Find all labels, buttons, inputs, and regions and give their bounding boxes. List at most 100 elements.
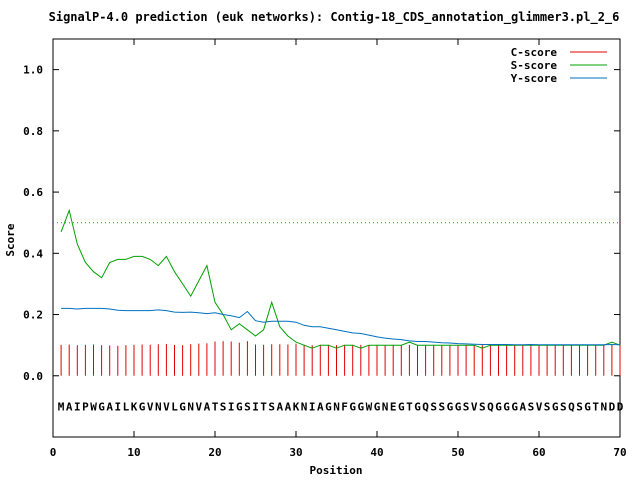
plot-area — [52, 38, 621, 438]
x-tick-label: 70 — [613, 446, 626, 459]
sequence-letter: L — [171, 400, 178, 413]
sequence-letter: S — [528, 400, 535, 413]
sequence-letter: W — [90, 400, 97, 413]
sequence-letter: S — [220, 400, 227, 413]
sequence-letter: V — [163, 400, 170, 413]
sequence-letter: Q — [422, 400, 429, 413]
sequence-letter: G — [447, 400, 454, 413]
x-tick-label: 40 — [370, 446, 383, 459]
sequence-letter: S — [544, 400, 551, 413]
sequence-letter: V — [147, 400, 154, 413]
sequence-letter: N — [155, 400, 162, 413]
legend-label-s-score: S-score — [511, 59, 558, 72]
x-tick-label: 20 — [208, 446, 221, 459]
sequence-letter: T — [212, 400, 219, 413]
sequence-letter: K — [131, 400, 138, 413]
ticks-layer: 0 10 20 30 40 50 60 70 0.0 0.2 0.4 0.6 0.8 1.0 — [23, 39, 627, 459]
x-tick-label: 0 — [50, 446, 57, 459]
sequence-letter: S — [438, 400, 445, 413]
sequence-letter: A — [276, 400, 283, 413]
sequence-letter: G — [455, 400, 462, 413]
c-score-impulses — [60, 341, 621, 376]
sequence-letter: G — [179, 400, 186, 413]
x-tick-label: 60 — [532, 446, 545, 459]
sequence-letter: S — [560, 400, 567, 413]
sequence-letter: A — [317, 400, 324, 413]
y-tick-label: 0.8 — [23, 125, 43, 138]
sequence-letter: S — [479, 400, 486, 413]
sequence-letter: G — [325, 400, 332, 413]
sequence-letter: K — [293, 400, 300, 413]
sequence-letter: N — [187, 400, 194, 413]
sequence-letter: T — [260, 400, 267, 413]
sequence-letter: E — [390, 400, 397, 413]
sequence-letter: G — [552, 400, 559, 413]
sequence-letter: A — [204, 400, 211, 413]
plot-frame — [52, 38, 621, 438]
sequence-letter: N — [333, 400, 340, 413]
legend-label-c-score: C-score — [511, 46, 558, 59]
sequence-letter: P — [82, 400, 89, 413]
s-score-line — [60, 208, 621, 349]
sequence-letter: N — [600, 400, 607, 413]
y-tick-label: 0.4 — [23, 247, 43, 260]
sequence-letter: Q — [568, 400, 575, 413]
sequence-letter: G — [349, 400, 356, 413]
y-tick-label: 0.0 — [23, 370, 43, 383]
sequence-letter: G — [584, 400, 591, 413]
sequence-letter: A — [106, 400, 113, 413]
sequence-letter: S — [244, 400, 251, 413]
sequence-letter: S — [430, 400, 437, 413]
sequence-letter: S — [576, 400, 583, 413]
sequence-letter: F — [341, 400, 348, 413]
sequence-letter: T — [592, 400, 599, 413]
x-tick-label: 50 — [451, 446, 464, 459]
sequence-letter: G — [357, 400, 364, 413]
sequence-letter: Q — [487, 400, 494, 413]
sequence-letter: G — [495, 400, 502, 413]
sequence-letter: V — [195, 400, 202, 413]
sequence-letter: G — [236, 400, 243, 413]
y-score-line — [61, 307, 621, 346]
x-axis-label: Position — [310, 464, 363, 477]
sequence-letter: M — [58, 400, 65, 413]
sequence-letter: I — [309, 400, 316, 413]
sequence-letter: G — [98, 400, 105, 413]
sequence-letter: I — [228, 400, 235, 413]
sequence-letter: A — [285, 400, 292, 413]
sequence-letter: D — [609, 400, 616, 413]
sequence-letter: G — [398, 400, 405, 413]
sequence-letter: A — [519, 400, 526, 413]
sequence-letter: D — [617, 400, 624, 413]
sequence-letter: G — [139, 400, 146, 413]
sequence-letter: N — [301, 400, 308, 413]
sequence-letter: T — [406, 400, 413, 413]
sequence-letter: I — [114, 400, 121, 413]
score-lines — [60, 208, 621, 349]
sequence-letter: V — [536, 400, 543, 413]
chart-title: SignalP-4.0 prediction (euk networks): C… — [49, 10, 620, 25]
sequence-letter: N — [382, 400, 389, 413]
legend-label-y-score: Y-score — [511, 72, 558, 85]
y-tick-label: 0.6 — [23, 186, 43, 199]
y-tick-label: 1.0 — [23, 64, 43, 77]
sequence-letter: W — [366, 400, 373, 413]
y-tick-label: 0.2 — [23, 309, 43, 322]
sequence-letter: S — [463, 400, 470, 413]
x-tick-label: 10 — [127, 446, 140, 459]
sequence-letter: I — [74, 400, 81, 413]
sequence-letter: G — [503, 400, 510, 413]
sequence-letter: A — [66, 400, 73, 413]
sequence-letter: S — [268, 400, 275, 413]
sequence-letter: G — [374, 400, 381, 413]
sequence-letter: I — [252, 400, 259, 413]
sequence-letter: L — [123, 400, 130, 413]
sequence-letter: G — [414, 400, 421, 413]
x-tick-label: 30 — [289, 446, 302, 459]
y-axis-label: Score — [4, 223, 17, 256]
sequence-letter: G — [511, 400, 518, 413]
sequence-letter: V — [471, 400, 478, 413]
